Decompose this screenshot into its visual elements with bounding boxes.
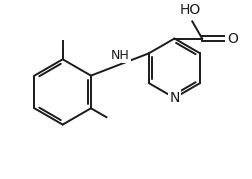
Text: O: O [227, 32, 238, 45]
Text: HO: HO [180, 3, 201, 17]
Text: NH: NH [110, 49, 129, 62]
Text: N: N [169, 91, 180, 105]
